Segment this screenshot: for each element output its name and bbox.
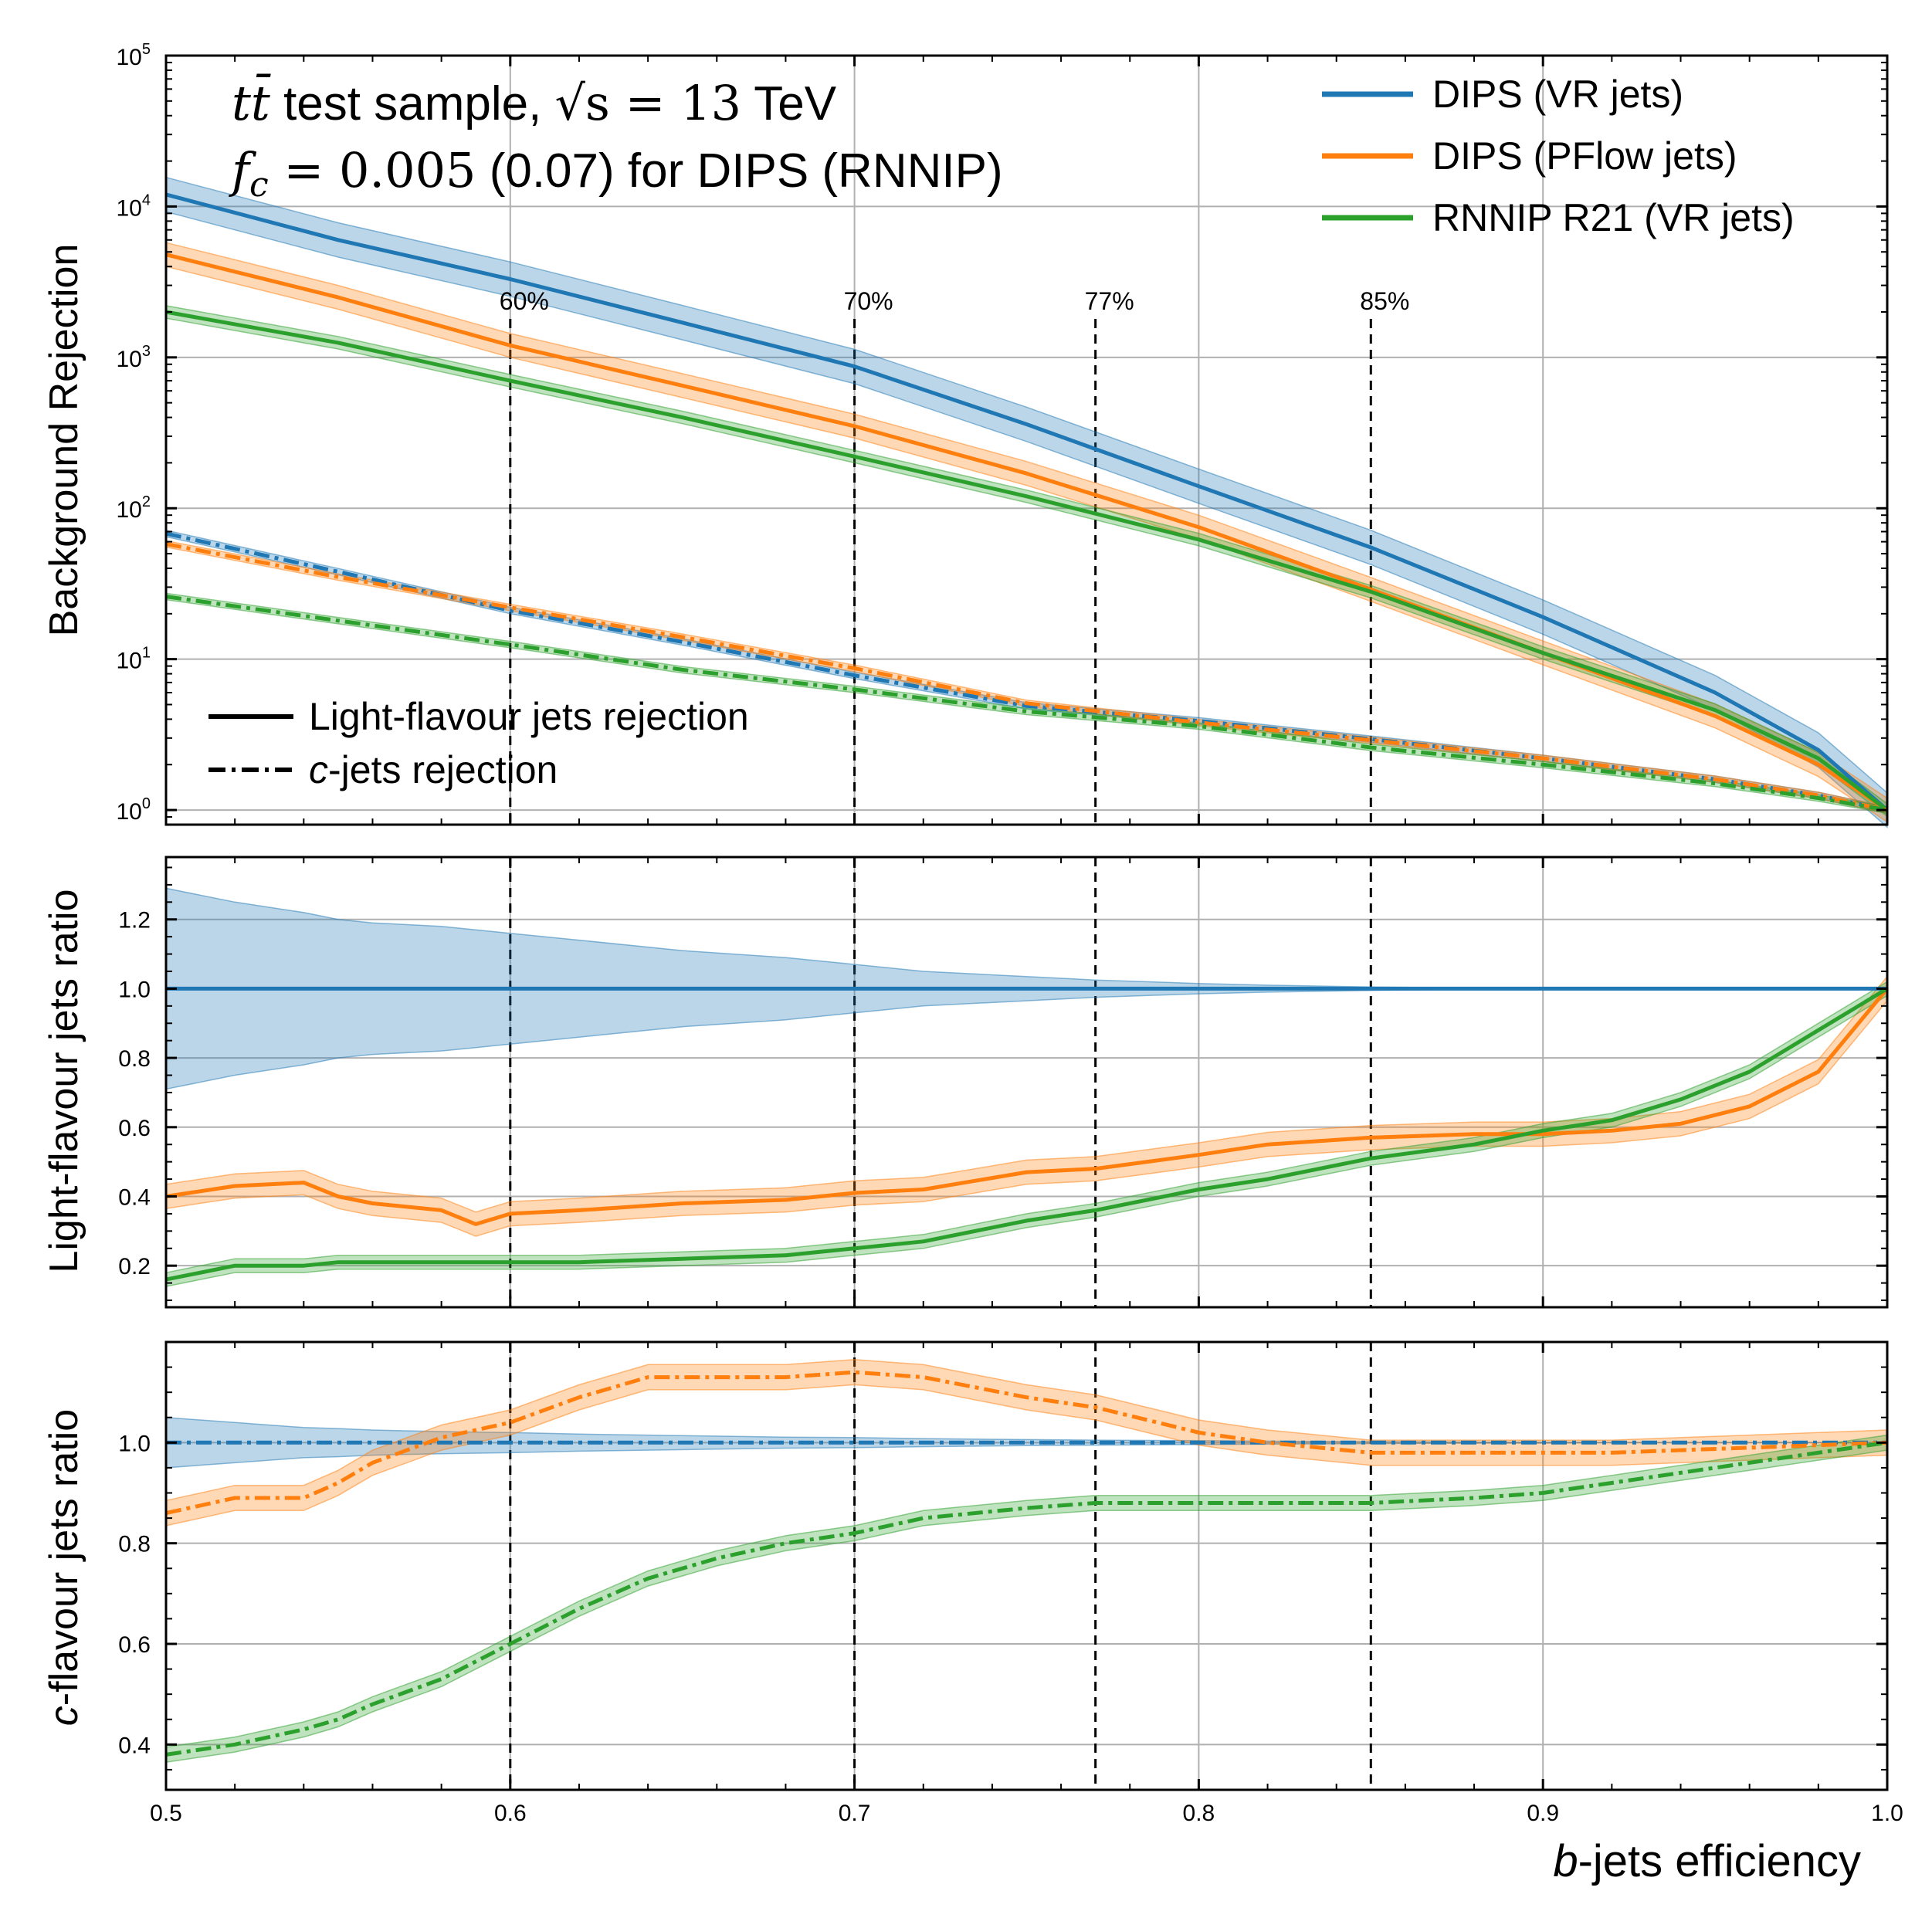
y-tick-label: 103 <box>117 343 151 372</box>
uncertainty-band <box>165 305 1888 818</box>
c-ratio-axis-ticks: 0.4 0.6 0.8 1.0 <box>118 1342 1889 1790</box>
light-ratio-working-point-lines <box>509 857 1372 1307</box>
c-ratio-panel: 0.4 0.6 0.8 1.0 <box>118 1340 1889 1791</box>
y-tick-label: 0.4 <box>118 1184 151 1210</box>
series-line <box>165 531 1888 812</box>
light-ratio-panel: 0.2 0.4 0.6 0.8 1.0 1.2 <box>118 856 1889 1309</box>
c-ratio-curves <box>165 1370 1888 1757</box>
series-line <box>165 595 1888 812</box>
y-tick-base: 10 <box>117 799 142 825</box>
annotation-fc-text: (0.07) for DIPS (RNNIP) <box>476 144 1002 198</box>
y-tick-label: 1.0 <box>118 977 151 1002</box>
rejection-working-point-lines <box>509 318 1372 825</box>
y-tick-label: 0.4 <box>118 1733 151 1758</box>
light-ratio-uncertainty-bands <box>165 887 1888 1288</box>
y-tick-label: 101 <box>117 645 151 674</box>
x-axis-label-prefix: b <box>1553 1836 1578 1886</box>
legend-label-light-rejection: Light-flavour jets rejection <box>309 695 749 738</box>
uncertainty-band <box>165 176 1888 829</box>
rejection-y-label: Background Rejection <box>42 244 86 637</box>
series-line <box>165 987 1889 1226</box>
y-tick-label: 0.2 <box>118 1254 151 1279</box>
x-tick-label: 0.9 <box>1527 1801 1559 1826</box>
working-point-label: 77% <box>1085 287 1134 315</box>
c-ratio-y-label-rest: -flavour jets ratio <box>42 1409 86 1706</box>
series-line <box>165 1370 1888 1516</box>
y-tick-exponent: 3 <box>142 343 151 360</box>
y-tick-base: 10 <box>117 45 142 70</box>
y-tick-base: 10 <box>117 649 142 674</box>
legend-label-c-rejection: c-jets rejection <box>309 748 558 791</box>
y-tick-label: 0.8 <box>118 1532 151 1557</box>
series-line <box>165 252 1889 812</box>
c-ratio-uncertainty-bands <box>165 1359 1888 1764</box>
uncertainty-band <box>165 1434 1888 1764</box>
rejection-frame <box>164 54 1889 826</box>
y-tick-label: 0.8 <box>118 1046 151 1072</box>
annotation-energy-unit: TeV <box>741 77 837 130</box>
working-point-label: 85% <box>1360 287 1409 315</box>
y-tick-exponent: 4 <box>142 191 151 208</box>
c-ratio-frame <box>164 1340 1889 1791</box>
series-line <box>165 192 1889 812</box>
y-tick-label: 1.0 <box>118 1431 151 1456</box>
x-tick-label: 0.5 <box>150 1801 182 1826</box>
x-axis-label: b-jets efficiency <box>1553 1836 1861 1886</box>
light-ratio-curves <box>165 986 1889 1282</box>
y-tick-base: 10 <box>117 347 142 372</box>
y-tick-label: 0.6 <box>118 1116 151 1141</box>
y-tick-base: 10 <box>117 195 142 221</box>
annotation-fc-value: = 0.005 <box>269 142 476 198</box>
x-axis-label-rest: -jets efficiency <box>1578 1836 1861 1886</box>
c-ratio-working-point-lines <box>509 1342 1372 1790</box>
legend-label-c-rest: -jets rejection <box>328 748 558 791</box>
legend-label-rnnip: RNNIP R21 (VR jets) <box>1432 196 1795 239</box>
working-point-label: 70% <box>844 287 893 315</box>
y-tick-exponent: 5 <box>142 41 151 58</box>
c-ratio-grid <box>165 1342 1888 1790</box>
annotation-fc-subscript: c <box>249 165 269 205</box>
y-tick-label: 1.2 <box>118 908 151 934</box>
c-ratio-y-label-prefix: c <box>42 1706 86 1726</box>
style-legend: Light-flavour jets rejection c-jets reje… <box>208 695 749 791</box>
light-ratio-grid <box>165 857 1888 1307</box>
c-ratio-y-label: c-flavour jets ratio <box>42 1409 86 1726</box>
annotation-energy-math: √s = 13 <box>555 75 742 131</box>
series-line <box>165 310 1889 812</box>
x-tick-label: 0.6 <box>494 1801 527 1826</box>
light-ratio-y-label: Light-flavour jets ratio <box>42 889 86 1272</box>
x-axis-tick-labels: 0.5 0.6 0.7 0.8 0.9 1.0 <box>150 1801 1903 1826</box>
x-tick-label: 0.8 <box>1183 1801 1215 1826</box>
annotation-sample-symbol: tt̄ <box>232 73 271 131</box>
working-point-labels: 60% 70% 77% 85% <box>500 287 1410 315</box>
y-tick-label: 100 <box>117 795 151 825</box>
y-tick-exponent: 0 <box>142 795 151 812</box>
series-line <box>165 1440 1888 1757</box>
annotation-sample-text: test sample, <box>270 77 555 130</box>
annotation-line-1: tt̄ test sample, √s = 13 TeV <box>232 73 837 131</box>
series-line <box>165 987 1889 1282</box>
annotation-line-2: fc = 0.005 (0.07) for DIPS (RNNIP) <box>229 142 1003 205</box>
y-tick-label: 105 <box>117 41 151 70</box>
x-tick-label: 1.0 <box>1871 1801 1903 1826</box>
rejection-curves <box>165 192 1889 812</box>
x-tick-label: 0.7 <box>839 1801 871 1826</box>
y-tick-label: 0.6 <box>118 1632 151 1658</box>
light-ratio-frame <box>164 856 1889 1309</box>
y-tick-base: 10 <box>117 497 142 523</box>
legend-label-c-prefix: c <box>309 748 328 791</box>
legend-label-dips-pflow: DIPS (PFlow jets) <box>1432 134 1737 178</box>
model-legend: DIPS (VR jets) DIPS (PFlow jets) RNNIP R… <box>1322 73 1795 239</box>
y-tick-exponent: 1 <box>142 645 151 662</box>
y-tick-label: 102 <box>117 493 151 523</box>
working-point-label: 60% <box>500 287 549 315</box>
y-tick-label: 104 <box>117 191 151 221</box>
y-tick-exponent: 2 <box>142 493 151 510</box>
legend-label-dips-vr: DIPS (VR jets) <box>1432 73 1683 116</box>
